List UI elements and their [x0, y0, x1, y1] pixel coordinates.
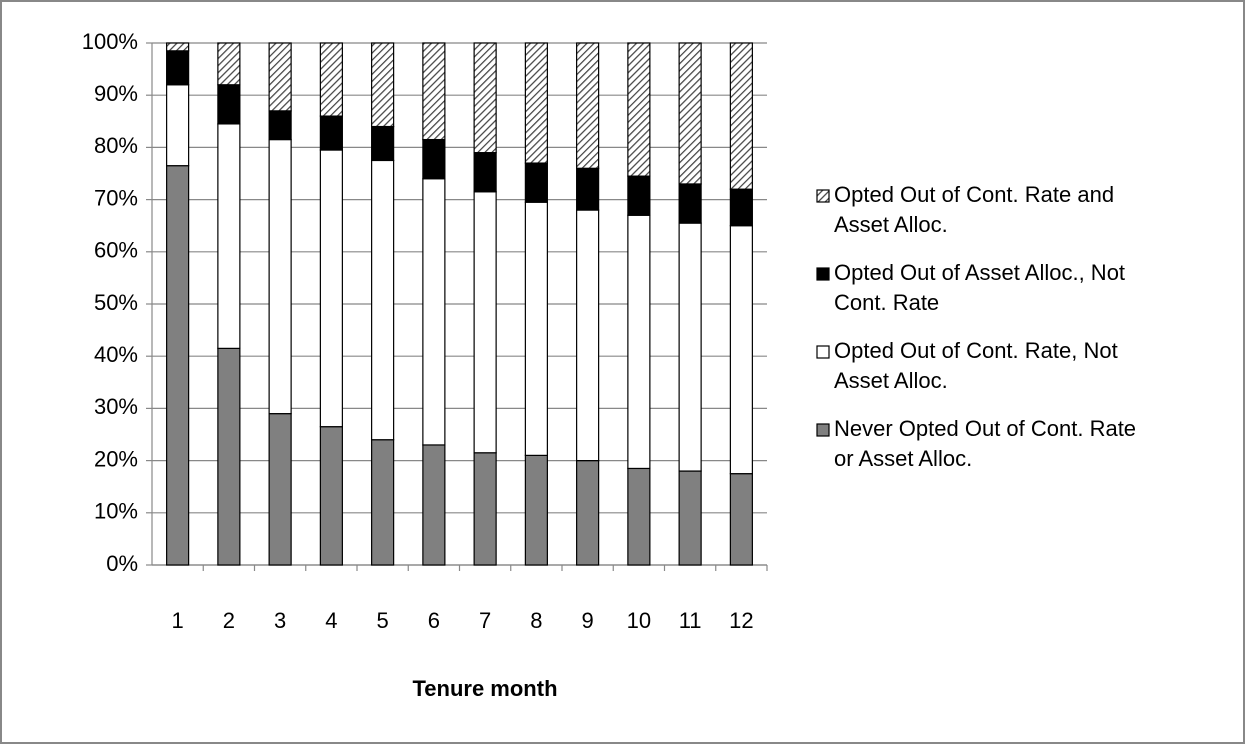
legend-item: Opted Out of Cont. Rate and Asset Alloc.	[816, 180, 1146, 240]
bar-segment	[627, 42, 651, 177]
legend-swatch-box	[816, 423, 830, 437]
legend-swatch	[816, 345, 830, 359]
bar-segment	[217, 123, 241, 349]
bar-segment	[627, 214, 651, 470]
bar-segment	[371, 125, 395, 162]
bar-segment	[524, 42, 548, 164]
y-tick-label: 80%	[94, 133, 138, 158]
x-tick-label: 7	[479, 608, 491, 633]
y-tick-label: 50%	[94, 290, 138, 315]
x-tick-label: 5	[377, 608, 389, 633]
legend-item: Opted Out of Asset Alloc., Not Cont. Rat…	[816, 258, 1146, 318]
legend-label: Opted Out of Asset Alloc., Not Cont. Rat…	[834, 260, 1126, 315]
bar-segment	[371, 159, 395, 441]
bar-segment	[729, 42, 753, 190]
bar-segment	[319, 42, 343, 117]
bar-segment	[166, 42, 190, 52]
bar-segment	[627, 467, 651, 566]
legend-item: Never Opted Out of Cont. Rate or Asset A…	[816, 414, 1146, 474]
bar-segment	[627, 175, 651, 216]
bar-segment	[268, 42, 292, 112]
bar-segment	[371, 439, 395, 566]
y-tick-label: 70%	[94, 185, 138, 210]
y-tick-label: 90%	[94, 81, 138, 106]
legend: Opted Out of Cont. Rate and Asset Alloc.…	[816, 180, 1146, 492]
bar-segment	[268, 110, 292, 141]
x-tick-label: 2	[223, 608, 235, 633]
y-tick-label: 30%	[94, 394, 138, 419]
bar-segment	[217, 84, 241, 125]
legend-label: Opted Out of Cont. Rate, Not Asset Alloc…	[834, 338, 1118, 393]
x-tick-label: 6	[428, 608, 440, 633]
y-tick-label: 10%	[94, 499, 138, 524]
bar-segment	[319, 426, 343, 566]
legend-swatch	[816, 423, 830, 437]
bar-segment	[319, 115, 343, 151]
bar-segment	[319, 149, 343, 428]
bar-segment	[678, 42, 702, 185]
bar-segment	[268, 413, 292, 566]
y-tick-label: 20%	[94, 446, 138, 471]
legend-label: Opted Out of Cont. Rate and Asset Alloc.	[834, 182, 1115, 237]
legend-label: Never Opted Out of Cont. Rate or Asset A…	[834, 416, 1137, 471]
bar-segment	[166, 50, 190, 86]
legend-swatch-box	[816, 267, 830, 281]
y-tick-label: 0%	[106, 551, 138, 576]
bar-segment	[678, 222, 702, 472]
legend-swatch	[816, 267, 830, 281]
legend-item: Opted Out of Cont. Rate, Not Asset Alloc…	[816, 336, 1146, 396]
legend-swatch-box	[816, 189, 830, 203]
x-tick-label: 3	[274, 608, 286, 633]
bar-segment	[678, 470, 702, 566]
bar-segment	[524, 201, 548, 456]
bar-segment	[729, 188, 753, 227]
bar-segment	[524, 454, 548, 566]
y-tick-label: 100%	[82, 29, 138, 54]
bar-segment	[678, 183, 702, 224]
bar-segment	[729, 225, 753, 475]
bar-segment	[576, 460, 600, 566]
bar-segment	[576, 167, 600, 211]
bar-segment	[473, 191, 497, 454]
bar-segment	[371, 42, 395, 128]
x-tick-label: 8	[530, 608, 542, 633]
bar-segment	[473, 452, 497, 566]
bar-segment	[473, 42, 497, 154]
bar-segment	[166, 165, 190, 566]
x-tick-label: 11	[679, 608, 702, 633]
x-axis-title: Tenure month	[412, 676, 557, 701]
bar-segment	[576, 42, 600, 169]
y-tick-label: 40%	[94, 342, 138, 367]
legend-swatch	[816, 189, 830, 203]
bar-segment	[217, 347, 241, 566]
y-tick-label: 60%	[94, 238, 138, 263]
x-tick-label: 10	[627, 608, 651, 633]
x-tick-label: 9	[582, 608, 594, 633]
legend-swatch-box	[816, 345, 830, 359]
bar-segment	[729, 473, 753, 566]
x-tick-label: 12	[729, 608, 753, 633]
bar-segment	[576, 209, 600, 462]
bar-segment	[422, 138, 446, 180]
bar-segment	[422, 444, 446, 566]
bar-segment	[524, 162, 548, 203]
bar-segment	[268, 138, 292, 415]
bar-segment	[166, 84, 190, 167]
bar-segment	[217, 42, 241, 86]
bar-segment	[422, 42, 446, 141]
x-tick-label: 1	[172, 608, 184, 633]
bar-segment	[422, 178, 446, 446]
x-tick-label: 4	[325, 608, 337, 633]
bar-segment	[473, 152, 497, 193]
